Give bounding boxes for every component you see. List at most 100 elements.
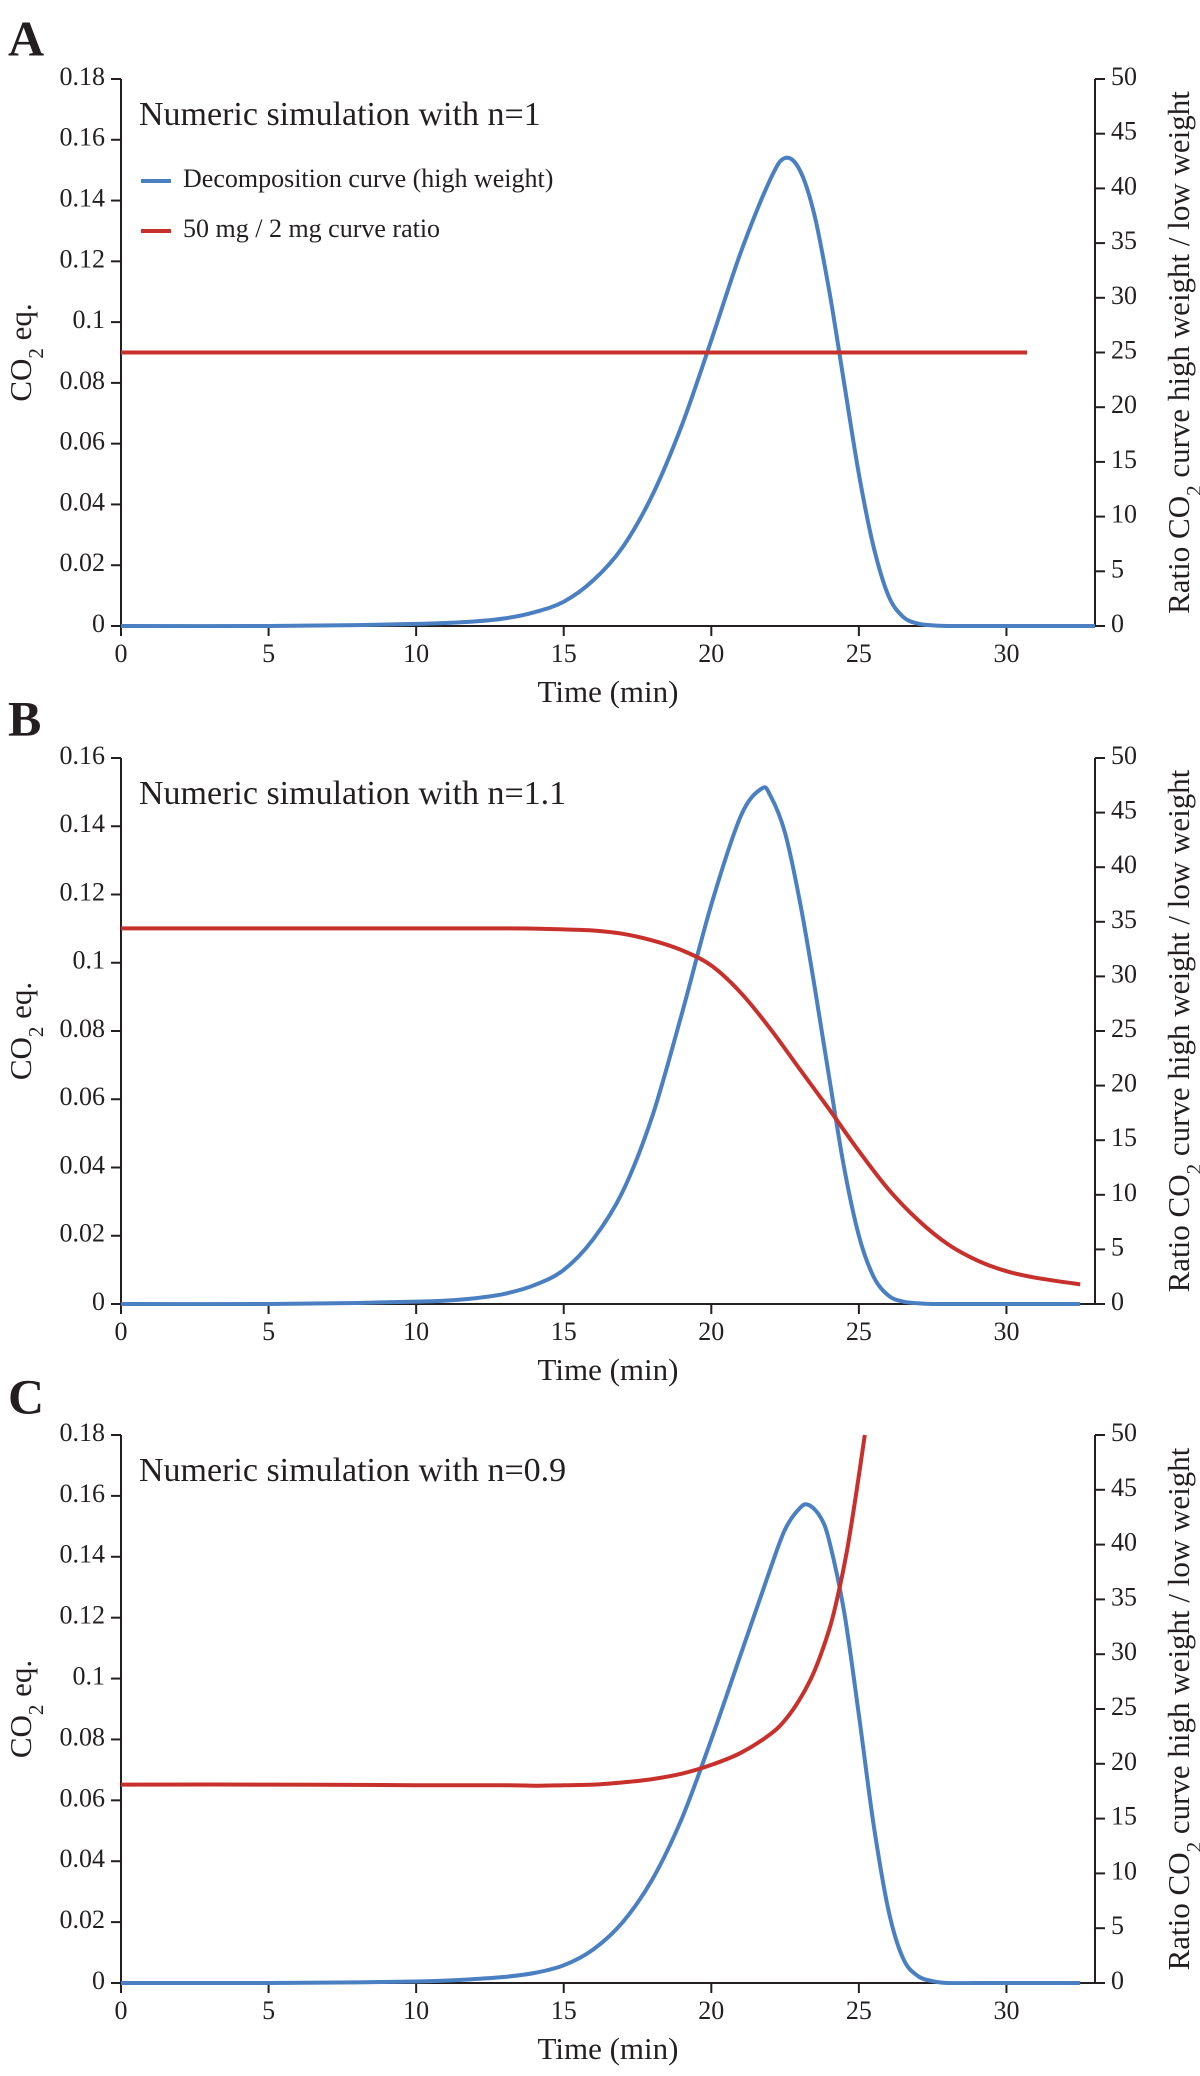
y-axis-label: CO2 eq. bbox=[3, 982, 48, 1080]
x-tick-label: 30 bbox=[993, 1317, 1019, 1346]
panel-c: C 0 0.02 0.04 0.06 0.08 0.1 0.12 0.14 0.16 0.18 0 5 1… bbox=[3, 1368, 1200, 2066]
y-tick-label: 0.02 bbox=[60, 1219, 106, 1248]
decomposition-series-line bbox=[121, 1502, 1081, 1985]
y2-tick-label: 10 bbox=[1111, 1856, 1137, 1885]
x-tick-label: 20 bbox=[698, 639, 724, 668]
y-tick-label: 0 bbox=[92, 609, 105, 638]
y-tick-label: 0.1 bbox=[73, 305, 106, 334]
y-tick-label: 0.06 bbox=[60, 1783, 106, 1812]
y2-tick-label: 20 bbox=[1111, 390, 1137, 419]
x-tick-label: 10 bbox=[403, 639, 429, 668]
x-tick-label: 5 bbox=[262, 1996, 275, 2025]
y-tick-label: 0.1 bbox=[73, 946, 106, 975]
y-tick-label: 0.12 bbox=[60, 244, 106, 273]
x-tick-label: 5 bbox=[262, 639, 275, 668]
y2-tick-label: 45 bbox=[1111, 117, 1137, 146]
x-tick-label: 0 bbox=[115, 639, 128, 668]
panel-a: A 0 0.02 0.04 0.06 0.08 0.1 0.12 0.14 0.16 0.18 0 5 1… bbox=[3, 10, 1200, 709]
y2-axis-label: Ratio CO2 curve high weight / low weight bbox=[1161, 91, 1200, 614]
y2-tick-label: 35 bbox=[1111, 905, 1137, 934]
y2-tick-label: 0 bbox=[1111, 1287, 1124, 1316]
x-tick-label: 25 bbox=[846, 1996, 872, 2025]
panel-letter: A bbox=[8, 10, 44, 66]
y-tick-label: 0 bbox=[92, 1966, 105, 1995]
y-tick-label: 0.18 bbox=[60, 62, 106, 91]
ratio-series-line bbox=[121, 926, 1081, 1287]
y-tick-label: 0.14 bbox=[60, 809, 106, 838]
y-tick-label: 0.16 bbox=[60, 123, 106, 152]
y2-tick-label: 50 bbox=[1111, 1418, 1137, 1447]
x-tick-label: 5 bbox=[262, 1317, 275, 1346]
x-tick-label: 20 bbox=[698, 1317, 724, 1346]
panel-letter: B bbox=[8, 690, 41, 746]
y-tick-label: 0.02 bbox=[60, 1905, 106, 1934]
y2-tick-label: 35 bbox=[1111, 1582, 1137, 1611]
x-tick-label: 0 bbox=[115, 1317, 128, 1346]
y2-tick-label: 25 bbox=[1111, 1014, 1137, 1043]
y2-tick-label: 10 bbox=[1111, 500, 1137, 529]
x-tick-label: 30 bbox=[993, 639, 1019, 668]
y2-tick-label: 50 bbox=[1111, 62, 1137, 91]
y-tick-label: 0.14 bbox=[60, 184, 106, 213]
legend: Decomposition curve (high weight) 50 mg /… bbox=[141, 164, 553, 243]
x-tick-label: 30 bbox=[993, 1996, 1019, 2025]
panel-b: B 0 0.02 0.04 0.06 0.08 0.1 0.12 0.14 0.16 0 5 10 15 2… bbox=[3, 690, 1200, 1387]
x-axis-label: Time (min) bbox=[538, 674, 679, 709]
y2-tick-label: 0 bbox=[1111, 1966, 1124, 1995]
y2-axis-label: Ratio CO2 curve high weight / low weight bbox=[1161, 769, 1200, 1292]
y2-tick-label: 5 bbox=[1111, 1911, 1124, 1940]
y-tick-label: 0 bbox=[92, 1287, 105, 1316]
y2-axis-label: Ratio CO2 curve high weight / low weight bbox=[1161, 1447, 1200, 1970]
y2-tick-label: 40 bbox=[1111, 171, 1137, 200]
y2-tick-label: 25 bbox=[1111, 1692, 1137, 1721]
x-axis-label: Time (min) bbox=[538, 1352, 679, 1387]
decomposition-series-line bbox=[121, 785, 1081, 1306]
y-tick-label: 0.02 bbox=[60, 548, 106, 577]
y2-tick-label: 35 bbox=[1111, 226, 1137, 255]
x-tick-label: 15 bbox=[551, 1996, 577, 2025]
simulation-label: Numeric simulation with n=1 bbox=[139, 96, 541, 133]
y2-tick-label: 40 bbox=[1111, 1528, 1137, 1557]
x-tick-label: 25 bbox=[846, 639, 872, 668]
y-axis-label: CO2 eq. bbox=[3, 1660, 48, 1758]
x-tick-label: 0 bbox=[115, 1996, 128, 2025]
y-tick-label: 0.04 bbox=[60, 487, 106, 516]
y2-tick-label: 0 bbox=[1111, 609, 1124, 638]
y-tick-label: 0.16 bbox=[60, 1479, 106, 1508]
y2-tick-label: 30 bbox=[1111, 1637, 1137, 1666]
y-tick-label: 0.1 bbox=[73, 1662, 106, 1691]
legend-entry-label: Decomposition curve (high weight) bbox=[183, 164, 553, 193]
y2-tick-label: 25 bbox=[1111, 335, 1137, 364]
y2-tick-label: 30 bbox=[1111, 281, 1137, 310]
y-tick-label: 0.08 bbox=[60, 366, 106, 395]
y2-tick-label: 15 bbox=[1111, 445, 1137, 474]
decomposition-series-line bbox=[121, 155, 1095, 628]
ratio-series-line bbox=[121, 1434, 867, 1788]
y2-tick-label: 50 bbox=[1111, 741, 1137, 770]
y2-tick-label: 10 bbox=[1111, 1178, 1137, 1207]
y2-tick-label: 20 bbox=[1111, 1069, 1137, 1098]
y-tick-label: 0.04 bbox=[60, 1150, 106, 1179]
y2-tick-label: 15 bbox=[1111, 1123, 1137, 1152]
simulation-label: Numeric simulation with n=1.1 bbox=[139, 775, 566, 812]
y-tick-label: 0.08 bbox=[60, 1722, 106, 1751]
panel-letter: C bbox=[8, 1368, 44, 1424]
y-tick-label: 0.06 bbox=[60, 427, 106, 456]
y2-tick-label: 20 bbox=[1111, 1747, 1137, 1776]
y-tick-label: 0.14 bbox=[60, 1540, 106, 1569]
y-tick-label: 0.08 bbox=[60, 1014, 106, 1043]
y2-tick-label: 15 bbox=[1111, 1802, 1137, 1831]
simulation-label: Numeric simulation with n=0.9 bbox=[139, 1452, 566, 1489]
x-tick-label: 15 bbox=[551, 639, 577, 668]
x-tick-label: 15 bbox=[551, 1317, 577, 1346]
y2-tick-label: 45 bbox=[1111, 1473, 1137, 1502]
x-tick-label: 20 bbox=[698, 1996, 724, 2025]
x-axis-label: Time (min) bbox=[538, 2031, 679, 2066]
y-tick-label: 0.06 bbox=[60, 1082, 106, 1111]
y2-tick-label: 5 bbox=[1111, 554, 1124, 583]
y2-tick-label: 45 bbox=[1111, 796, 1137, 825]
y-tick-label: 0.04 bbox=[60, 1844, 106, 1873]
x-tick-label: 10 bbox=[403, 1996, 429, 2025]
x-tick-label: 10 bbox=[403, 1317, 429, 1346]
